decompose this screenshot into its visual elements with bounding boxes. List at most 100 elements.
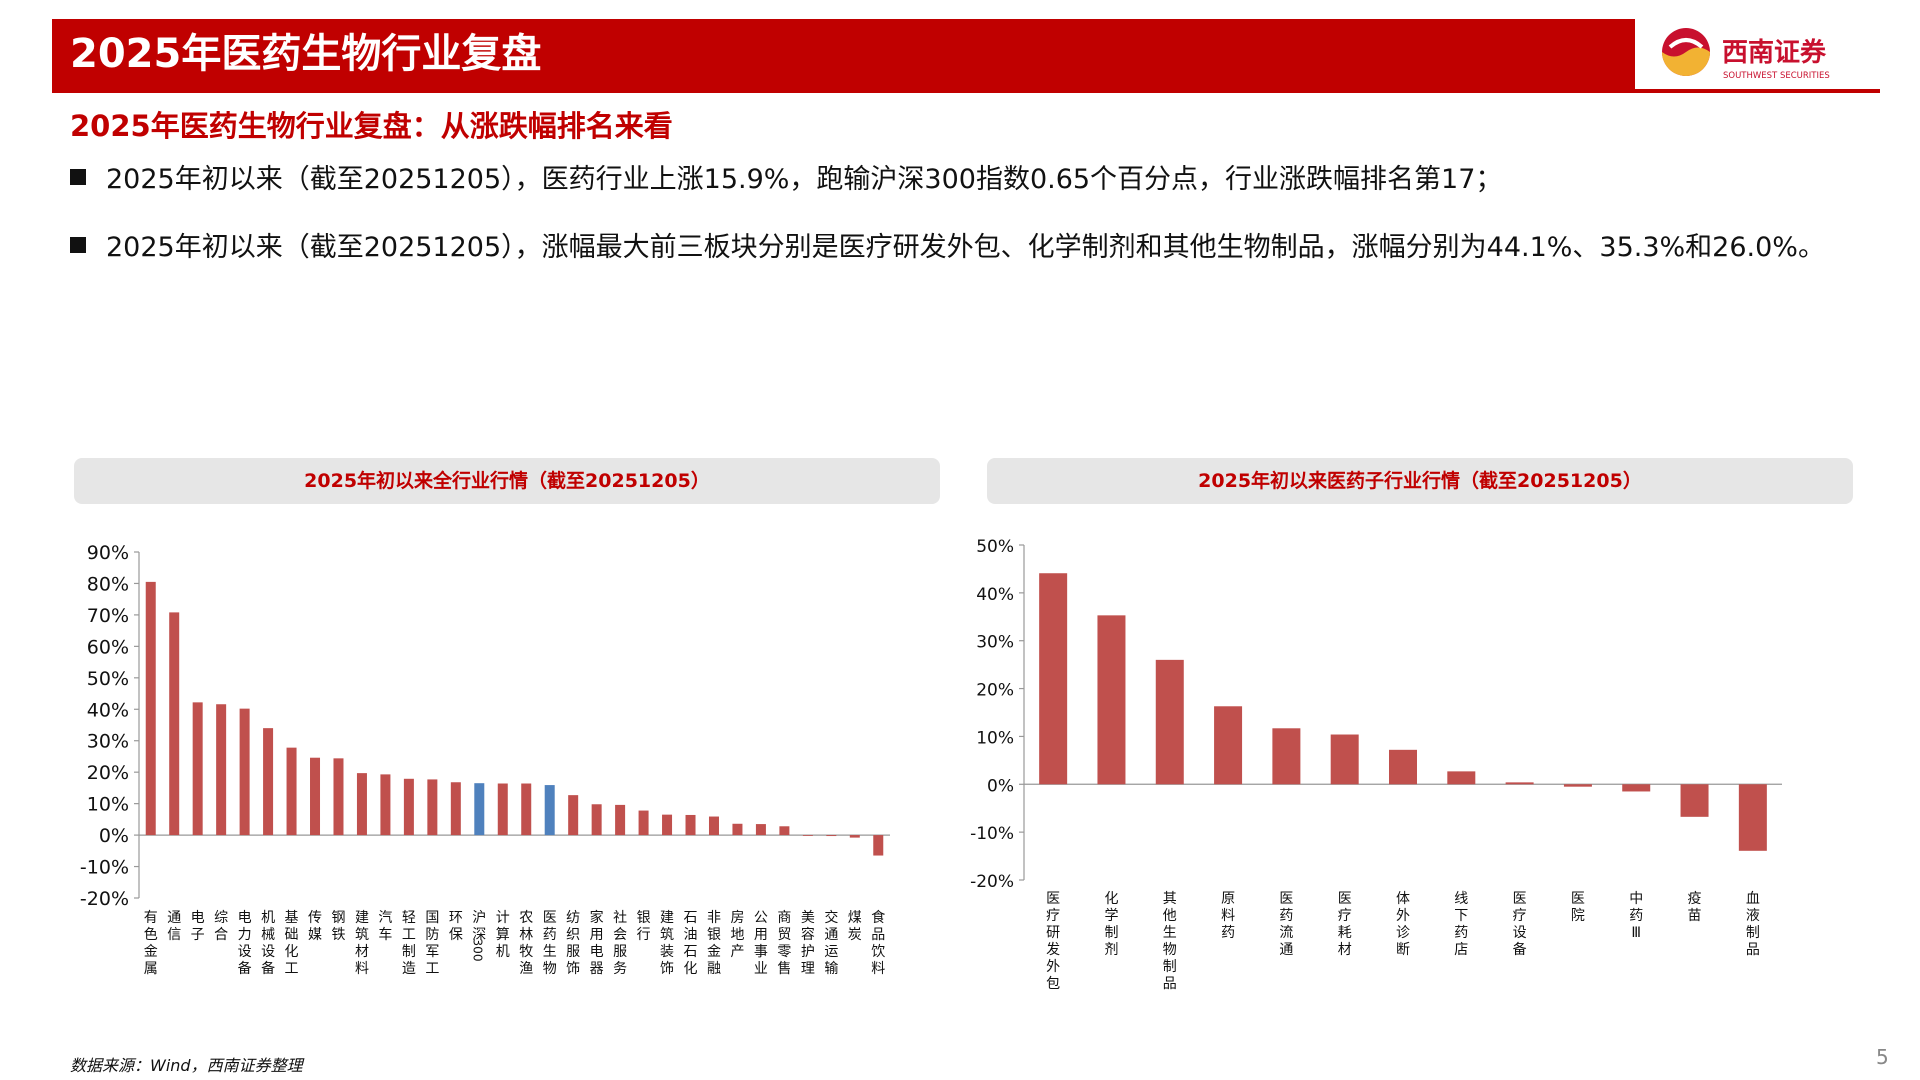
x-category-label: 公: [754, 910, 768, 926]
bar: [1447, 771, 1476, 785]
x-category-label: 饮: [871, 944, 885, 960]
x-category-label: 机: [496, 944, 510, 960]
x-category-label: 流: [1279, 925, 1293, 941]
x-category-label: 牧: [519, 944, 533, 960]
x-category-label: 石: [684, 910, 698, 926]
bar: [685, 814, 696, 836]
x-category-label: 铁: [331, 927, 345, 943]
x-category-label: 服: [613, 944, 627, 960]
x-category-label: 行: [637, 927, 651, 943]
x-category-label: 300: [470, 939, 484, 962]
x-category-label: 下: [1454, 908, 1468, 924]
bar: [1622, 784, 1651, 792]
bullet-text: 2025年初以来（截至20251205），涨幅最大前三板块分别是医疗研发外包、化…: [106, 232, 1825, 263]
y-tick-label: 30%: [87, 731, 129, 753]
y-tick-label: 40%: [976, 585, 1014, 605]
x-category-label: 物: [543, 961, 557, 977]
x-category-label: 设: [261, 944, 275, 960]
x-category-label: 用: [754, 927, 768, 943]
x-category-label: 机: [261, 910, 275, 926]
bar: [1738, 784, 1767, 851]
x-category-label: 业: [754, 961, 768, 977]
x-category-label: 算: [496, 927, 510, 943]
bar: [380, 774, 391, 836]
x-category-label: 体: [1396, 891, 1410, 907]
bar: [145, 581, 156, 836]
x-category-label: 剂: [1104, 942, 1118, 958]
x-category-label: 诊: [1396, 925, 1410, 941]
x-category-label: 银: [707, 927, 721, 943]
x-category-label: 医: [1279, 891, 1293, 907]
x-category-label: 家: [590, 909, 604, 926]
bar: [873, 835, 884, 856]
bar: [497, 783, 508, 836]
x-category-label: 美: [801, 910, 815, 926]
y-tick-label: 90%: [87, 542, 129, 564]
x-category-label: 液: [1746, 908, 1760, 924]
bar: [662, 814, 673, 836]
x-category-label: 医: [543, 910, 557, 926]
x-category-label: 商: [777, 910, 791, 926]
y-tick-label: 70%: [87, 605, 129, 627]
x-category-label: 信: [167, 927, 181, 943]
x-category-label: 医: [1338, 891, 1352, 907]
y-tick-label: 30%: [976, 633, 1014, 653]
y-tick-label: 20%: [87, 762, 129, 784]
x-category-label: 血: [1746, 891, 1760, 907]
x-category-label: 电: [238, 910, 252, 926]
x-category-label: 线: [1454, 891, 1468, 907]
x-category-label: 药: [1454, 925, 1468, 941]
y-tick-label: 20%: [976, 681, 1014, 701]
x-category-label: 属: [144, 961, 158, 977]
x-category-label: 油: [684, 927, 698, 943]
bar: [802, 835, 813, 836]
bar: [1563, 784, 1592, 787]
x-category-label: 力: [238, 927, 252, 943]
logo: 西南证券 SOUTHWEST SECURITIES: [1640, 19, 1880, 91]
x-category-label: 通: [167, 910, 181, 926]
x-category-label: 钢: [331, 910, 345, 926]
bar: [474, 783, 485, 836]
y-tick-label: 0%: [99, 825, 129, 847]
bar: [216, 704, 227, 836]
bar: [1155, 659, 1184, 785]
x-category-label: 轻: [402, 910, 416, 926]
x-category-label: 石: [684, 944, 698, 960]
x-category-label: 会: [613, 927, 627, 943]
x-category-label: 原: [1221, 891, 1235, 907]
bar: [333, 758, 344, 836]
x-category-label: 纺: [566, 910, 580, 926]
x-category-label: 合: [214, 927, 228, 943]
x-category-label: 医: [1046, 891, 1060, 907]
x-category-label: 断: [1396, 942, 1410, 958]
chart-2-title: 2025年初以来医药子行业行情（截至20251205）: [987, 458, 1853, 504]
x-category-label: 制: [402, 944, 416, 960]
bar: [1505, 782, 1534, 785]
x-category-label: 础: [285, 927, 299, 943]
bar: [1272, 728, 1301, 785]
x-category-label: 国: [425, 910, 439, 926]
x-category-label: 备: [238, 960, 252, 977]
x-category-label: 房: [730, 910, 744, 926]
bar: [849, 835, 860, 838]
x-category-label: 装: [660, 944, 674, 960]
x-category-label: 建: [355, 910, 369, 926]
x-category-label: 药: [1221, 925, 1235, 941]
x-category-label: 售: [777, 961, 791, 977]
x-category-label: 料: [871, 961, 885, 977]
y-tick-label: 10%: [87, 794, 129, 816]
logo-icon: 西南证券 SOUTHWEST SECURITIES: [1662, 28, 1830, 81]
x-category-label: 地: [730, 927, 744, 943]
bar: [826, 835, 837, 837]
header-bar: [52, 19, 1635, 91]
x-category-label: 电: [590, 944, 604, 960]
bar: [638, 810, 649, 836]
bar: [403, 778, 414, 836]
x-category-label: 苗: [1688, 908, 1702, 924]
bar: [1680, 784, 1709, 817]
x-category-label: 物: [1163, 942, 1177, 958]
x-category-label: 药: [1629, 908, 1643, 924]
x-category-label: 炭: [848, 927, 862, 943]
bar: [521, 783, 532, 836]
x-category-label: 农: [519, 910, 533, 926]
